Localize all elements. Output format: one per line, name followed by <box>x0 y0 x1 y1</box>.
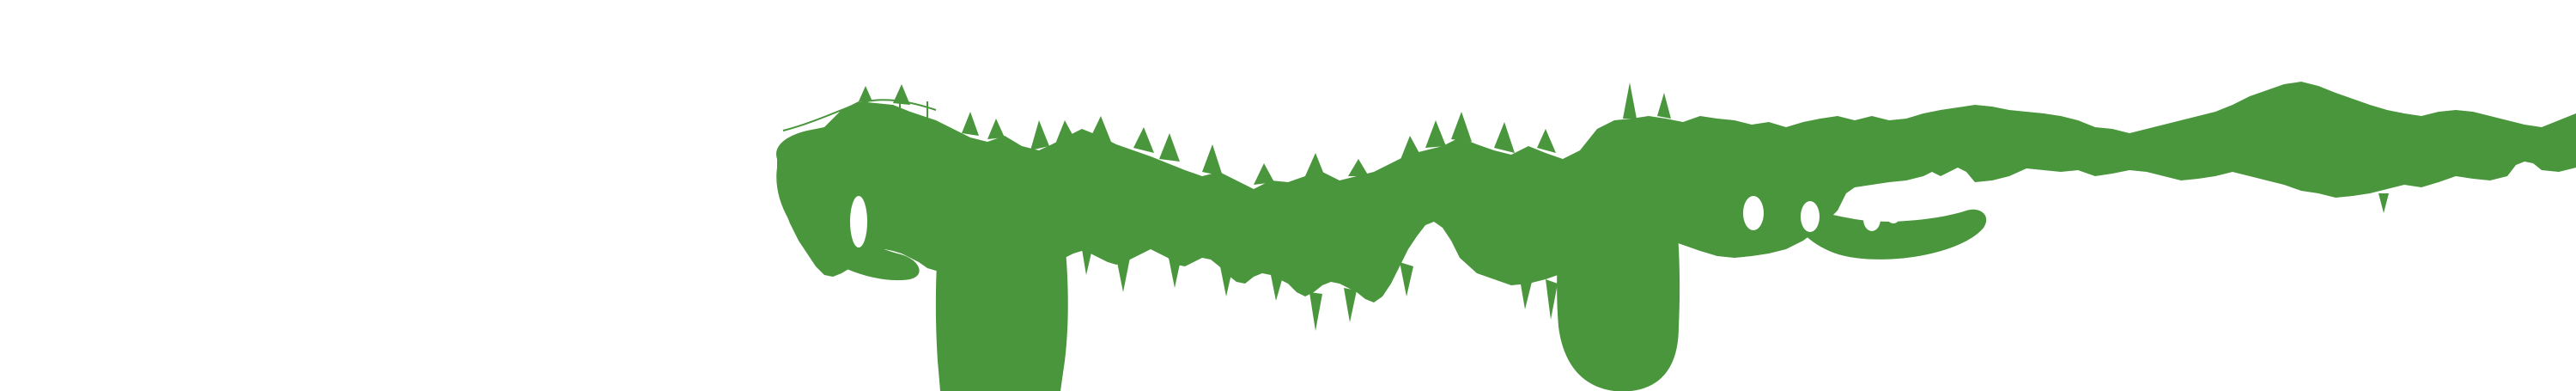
forest-cutouts <box>850 196 1901 247</box>
drip <box>1168 254 1182 288</box>
cutout <box>1886 203 1901 223</box>
conifer-tree-icon <box>1056 120 1075 142</box>
drip <box>1400 262 1413 296</box>
cutout <box>850 196 867 247</box>
conifer-tree-icon <box>1202 144 1223 176</box>
conifer-tree-icon <box>1400 136 1420 162</box>
forest-hanging-mass-right <box>1557 135 1680 391</box>
forest-blob-front-left <box>776 163 920 281</box>
drip <box>1344 288 1357 322</box>
conifer-tree-icon <box>962 112 979 136</box>
conifer-tree-icon <box>859 86 872 101</box>
drip <box>1082 249 1092 275</box>
conifer-tree-icon <box>1091 116 1111 142</box>
drip <box>1219 262 1233 296</box>
cutout <box>1863 207 1880 231</box>
cutout <box>1801 201 1820 232</box>
drip <box>1309 292 1322 331</box>
forest-bulb-cluster-right <box>1786 206 1987 260</box>
power-line-wire <box>782 102 860 131</box>
power-line <box>782 93 937 131</box>
conifer-tree-icon <box>1451 112 1472 142</box>
forest-main-band <box>776 82 2576 302</box>
conifer-tree-icon <box>1657 93 1671 119</box>
forest-drips <box>1082 193 2389 331</box>
conifer-tree-icon <box>1159 133 1180 162</box>
conifer-tree-icon <box>1425 120 1446 148</box>
cutout <box>1743 196 1764 230</box>
conifer-tree-line <box>859 82 1671 185</box>
drip <box>1116 258 1130 292</box>
conifer-tree-icon <box>1030 120 1049 150</box>
conifer-tree-icon <box>1537 129 1556 153</box>
conifer-tree-icon <box>893 84 910 105</box>
conifer-tree-icon <box>1305 153 1326 179</box>
conifer-tree-icon <box>1254 163 1274 185</box>
drip <box>2379 193 2389 213</box>
conifer-tree-icon <box>1623 82 1637 119</box>
conifer-tree-icon <box>1133 127 1154 153</box>
forest-band <box>776 82 2576 391</box>
drip <box>1271 275 1283 301</box>
forest-hanging-mass-left <box>935 192 1068 391</box>
conifer-tree-icon <box>1348 159 1369 176</box>
drip <box>1546 279 1558 320</box>
drip <box>1520 279 1532 309</box>
conifer-tree-icon <box>1494 122 1515 153</box>
conifer-tree-icon <box>987 119 1005 139</box>
